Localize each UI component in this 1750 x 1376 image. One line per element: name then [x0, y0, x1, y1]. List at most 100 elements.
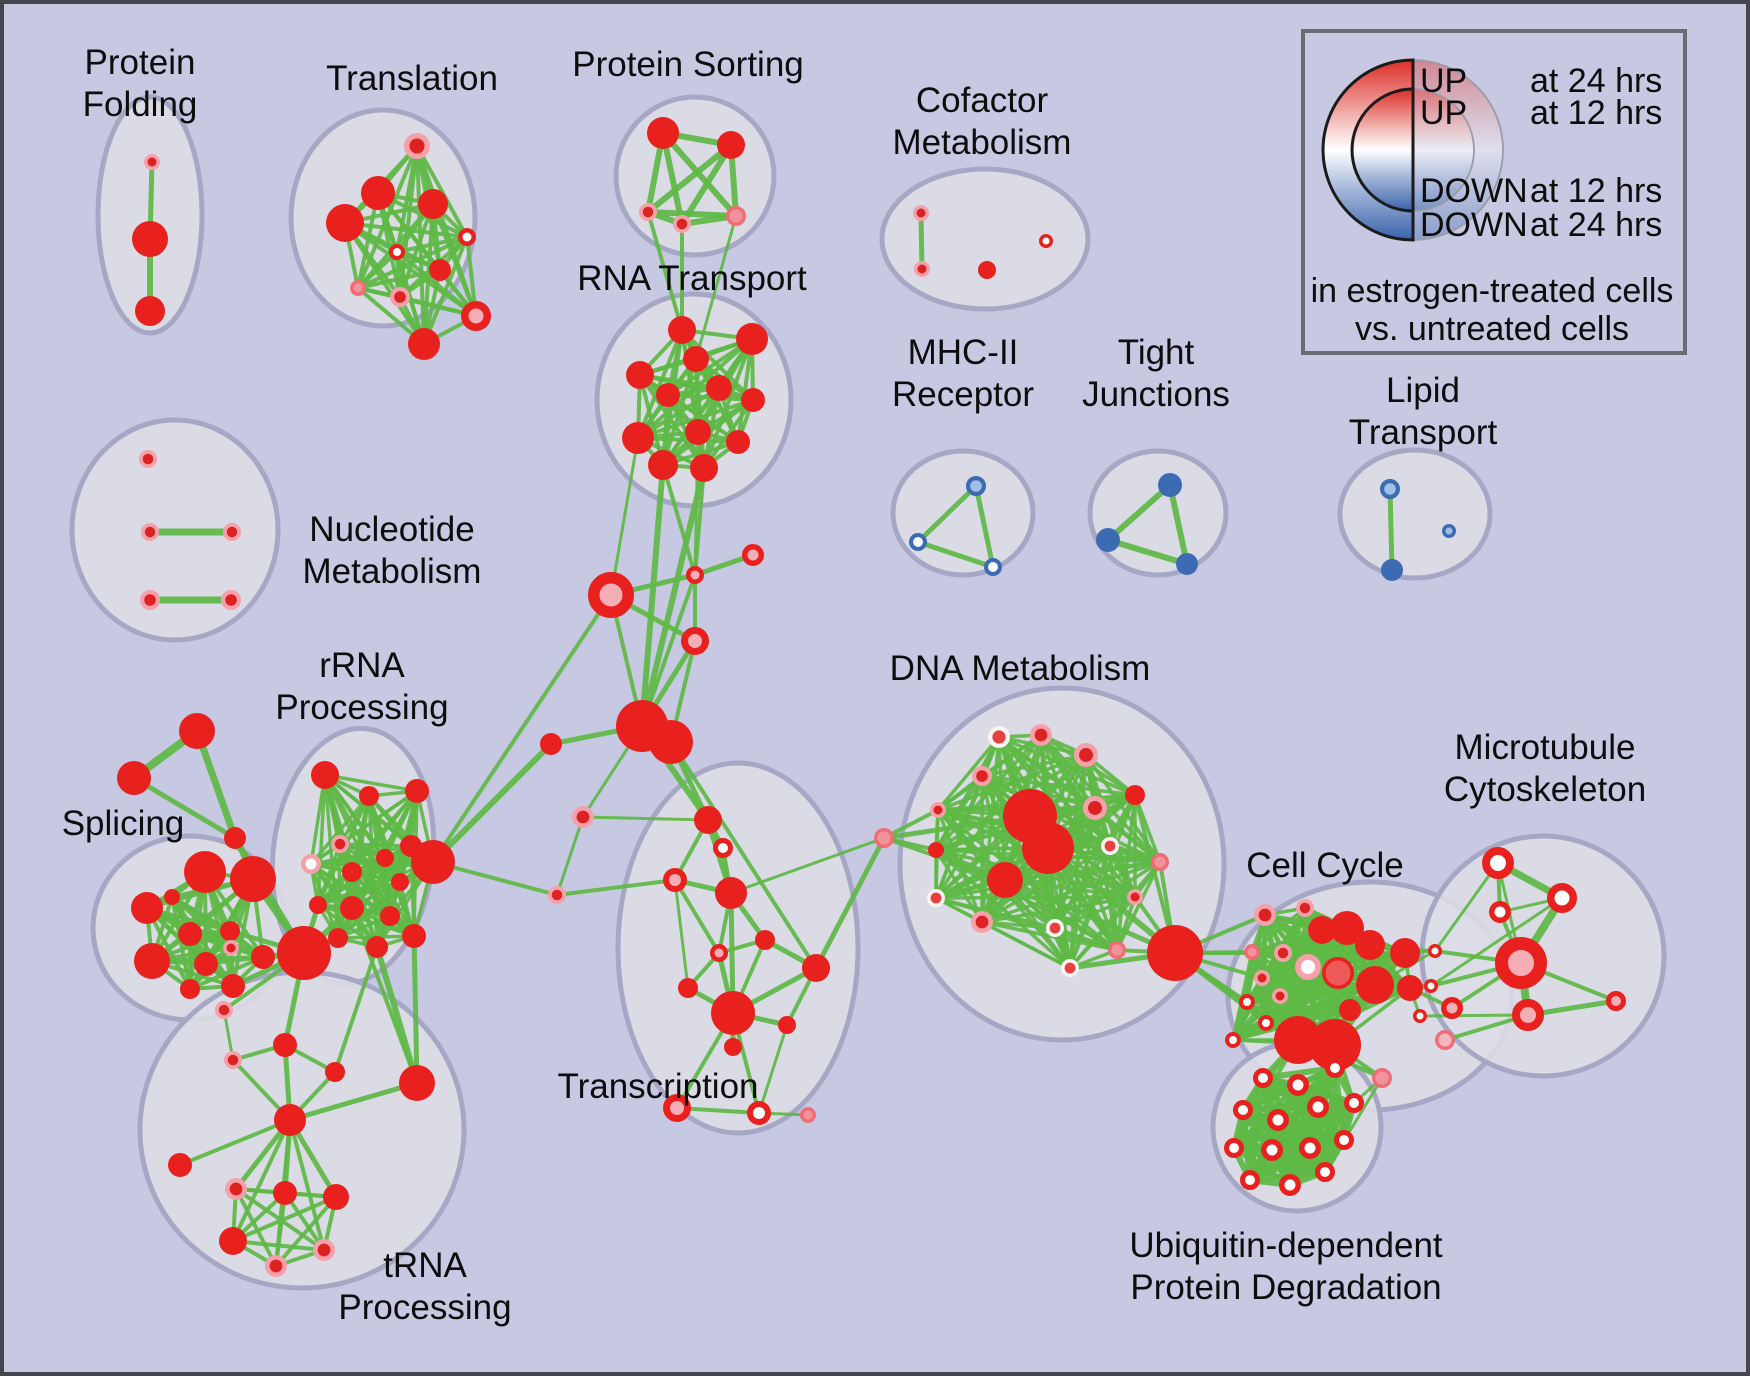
network-node[interactable] — [742, 544, 764, 566]
network-node[interactable] — [1039, 234, 1053, 248]
network-node[interactable] — [726, 206, 746, 226]
network-node[interactable] — [668, 316, 696, 344]
network-node[interactable] — [1489, 901, 1511, 923]
network-node[interactable] — [1295, 953, 1322, 980]
network-node[interactable] — [706, 375, 732, 401]
network-node[interactable] — [778, 1016, 796, 1034]
network-node[interactable] — [1125, 785, 1145, 805]
network-node[interactable] — [312, 1239, 335, 1262]
network-node[interactable] — [1074, 743, 1099, 768]
network-node[interactable] — [914, 261, 930, 277]
network-node[interactable] — [965, 476, 986, 497]
network-node[interactable] — [1158, 473, 1182, 497]
network-node[interactable] — [678, 978, 698, 998]
network-node[interactable] — [273, 1033, 297, 1057]
network-node[interactable] — [251, 945, 275, 969]
network-node[interactable] — [408, 328, 440, 360]
network-node[interactable] — [656, 383, 680, 407]
network-node[interactable] — [588, 572, 634, 618]
network-node[interactable] — [458, 228, 476, 246]
network-node[interactable] — [622, 422, 654, 454]
network-node[interactable] — [1253, 1068, 1273, 1088]
network-node[interactable] — [411, 840, 455, 884]
network-node[interactable] — [1372, 1068, 1392, 1088]
network-node[interactable] — [970, 910, 993, 933]
network-node[interactable] — [399, 1065, 435, 1101]
network-node[interactable] — [741, 388, 765, 412]
network-node[interactable] — [179, 713, 215, 749]
network-node[interactable] — [429, 259, 451, 281]
network-node[interactable] — [350, 280, 366, 296]
network-node[interactable] — [224, 827, 246, 849]
network-node[interactable] — [1151, 853, 1169, 871]
network-node[interactable] — [1108, 941, 1126, 959]
network-node[interactable] — [380, 906, 400, 926]
network-node[interactable] — [913, 205, 929, 221]
network-node[interactable] — [648, 450, 678, 480]
network-node[interactable] — [1339, 999, 1361, 1021]
network-node[interactable] — [802, 954, 830, 982]
network-node[interactable] — [1547, 883, 1577, 913]
network-node[interactable] — [277, 926, 331, 980]
network-node[interactable] — [331, 835, 350, 854]
network-node[interactable] — [224, 1178, 247, 1201]
network-node[interactable] — [220, 921, 240, 941]
network-node[interactable] — [390, 287, 411, 308]
network-node[interactable] — [311, 761, 339, 789]
network-node[interactable] — [747, 1101, 771, 1125]
network-node[interactable] — [132, 221, 168, 257]
network-node[interactable] — [366, 936, 388, 958]
network-node[interactable] — [1315, 1162, 1335, 1182]
network-node[interactable] — [1325, 1058, 1345, 1078]
network-node[interactable] — [710, 944, 728, 962]
network-node[interactable] — [626, 361, 654, 389]
network-node[interactable] — [230, 856, 276, 902]
network-node[interactable] — [223, 1051, 242, 1070]
network-node[interactable] — [214, 1001, 233, 1020]
network-node[interactable] — [461, 301, 491, 331]
network-node[interactable] — [717, 131, 745, 159]
network-node[interactable] — [1225, 1032, 1241, 1048]
network-node[interactable] — [1239, 994, 1255, 1010]
network-node[interactable] — [326, 204, 364, 242]
network-node[interactable] — [221, 589, 242, 610]
network-node[interactable] — [1442, 524, 1456, 538]
network-node[interactable] — [928, 842, 944, 858]
network-node[interactable] — [342, 862, 362, 882]
network-node[interactable] — [376, 849, 394, 867]
network-node[interactable] — [1101, 836, 1120, 855]
network-node[interactable] — [540, 733, 562, 755]
network-node[interactable] — [984, 558, 1003, 577]
network-node[interactable] — [1261, 1139, 1283, 1161]
network-node[interactable] — [1299, 1137, 1321, 1159]
network-node[interactable] — [1030, 723, 1053, 746]
network-node[interactable] — [1244, 944, 1260, 960]
network-node[interactable] — [713, 838, 733, 858]
network-node[interactable] — [418, 189, 448, 219]
network-node[interactable] — [988, 726, 1011, 749]
network-node[interactable] — [135, 296, 165, 326]
network-node[interactable] — [301, 854, 321, 874]
network-node[interactable] — [1254, 903, 1277, 926]
network-node[interactable] — [909, 533, 928, 552]
network-node[interactable] — [1606, 991, 1626, 1011]
network-node[interactable] — [1355, 930, 1385, 960]
network-node[interactable] — [639, 202, 658, 221]
network-node[interactable] — [711, 991, 755, 1035]
network-node[interactable] — [1381, 559, 1403, 581]
network-node[interactable] — [1495, 937, 1547, 989]
network-node[interactable] — [1096, 528, 1120, 552]
network-node[interactable] — [647, 117, 679, 149]
network-node[interactable] — [1296, 899, 1315, 918]
network-node[interactable] — [328, 928, 348, 948]
network-node[interactable] — [726, 430, 750, 454]
network-node[interactable] — [164, 889, 180, 905]
network-node[interactable] — [1428, 944, 1442, 958]
network-node[interactable] — [1344, 1093, 1364, 1113]
network-node[interactable] — [1279, 1174, 1301, 1196]
network-node[interactable] — [402, 924, 426, 948]
network-node[interactable] — [1258, 1015, 1274, 1031]
network-node[interactable] — [221, 974, 245, 998]
network-node[interactable] — [1176, 553, 1198, 575]
network-node[interactable] — [274, 1104, 306, 1136]
